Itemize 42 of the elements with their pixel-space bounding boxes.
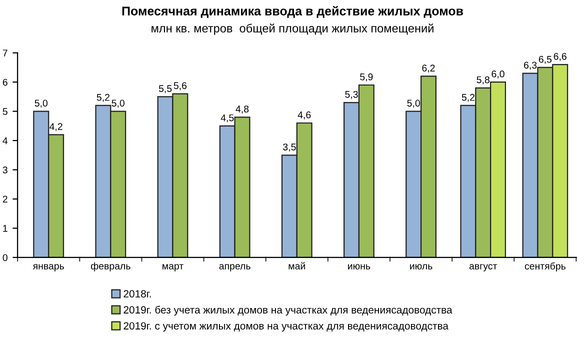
- x-tick-label: февраль: [91, 262, 130, 272]
- data-label: 5,6: [174, 82, 187, 90]
- data-label: 3,5: [283, 144, 296, 152]
- data-label: 5,0: [112, 100, 124, 108]
- legend-label: 2018г.: [124, 290, 151, 298]
- chart-subtitle: млн кв. метров общей площади жилых помещений: [152, 24, 434, 35]
- chart-title: Помесячная динамика ввода в действие жилых домов: [122, 6, 464, 18]
- data-label: 4,8: [236, 106, 249, 114]
- x-tick-label: апрель: [219, 264, 250, 272]
- y-tick-label: 0: [2, 254, 8, 262]
- x-tick-label: январь: [32, 264, 64, 272]
- data-label: 5,2: [462, 94, 474, 102]
- data-label: 4,2: [50, 123, 62, 132]
- x-tick-label: сентябрь: [524, 262, 566, 272]
- y-tick-label: 4: [2, 137, 8, 144]
- data-label: 4,6: [298, 111, 311, 120]
- data-label: 5,0: [34, 100, 48, 108]
- data-label: 5,2: [96, 94, 110, 102]
- data-label: 5,3: [345, 90, 358, 99]
- data-label: 5,0: [407, 100, 420, 108]
- x-tick-label: июнь: [348, 264, 370, 270]
- y-tick-label: 1: [3, 225, 8, 232]
- y-tick-label: 3: [2, 166, 8, 174]
- y-tick-label: 2: [2, 196, 8, 203]
- data-label: 6,5: [538, 56, 552, 64]
- data-label: 6,3: [524, 62, 537, 70]
- data-label: 5,8: [476, 76, 490, 84]
- y-tick-label: 7: [2, 50, 8, 56]
- x-tick-label: март: [162, 264, 184, 272]
- data-label: 5,9: [360, 73, 373, 82]
- legend-label: 2019г. с учетом жилых домов на участках для ведениясадоводства: [124, 322, 448, 332]
- data-label: 6,2: [422, 64, 435, 73]
- data-label: 4,5: [220, 114, 234, 122]
- data-label: 5,5: [158, 85, 172, 94]
- x-tick-label: май: [288, 262, 305, 270]
- y-tick-label: 6: [2, 78, 8, 86]
- y-tick-label: 5: [2, 108, 8, 115]
- x-tick-label: июль: [410, 264, 432, 270]
- data-label: 6,0: [492, 70, 504, 79]
- x-tick-label: август: [469, 264, 498, 272]
- legend-label: 2019г. без учета жилых домов на участках для ведениясадоводства: [124, 306, 452, 316]
- data-label: 6,6: [554, 52, 566, 61]
